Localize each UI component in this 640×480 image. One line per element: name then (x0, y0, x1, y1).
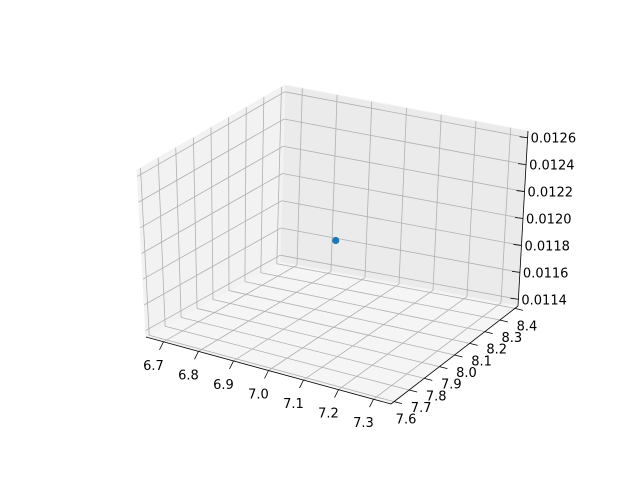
y-tick-label: 7.6 (396, 413, 417, 428)
axes-3d: 6.7 6.8 6.9 7.0 7.1 7.2 7.3 7.67.77.87.98.08.1… (136, 84, 577, 431)
y-grid-floor-6 (244, 281, 485, 333)
x-tick-label: 7.3 (353, 416, 374, 431)
z-tick-mark-4 (516, 190, 525, 192)
z-grid-back-5 (283, 118, 527, 166)
x-tick-label: 6.7 (143, 359, 164, 374)
z-tick-label: 0.0114 (521, 293, 567, 308)
y-grid-floor-1 (165, 325, 410, 391)
y-tick-label: 8.1 (471, 354, 492, 369)
z-tick-label: 0.0124 (529, 159, 575, 174)
z-grid-back-1 (280, 227, 520, 273)
z-grid-left-1 (144, 227, 282, 306)
grid-lines (137, 87, 528, 403)
z-tick-mark-0 (510, 297, 519, 300)
z-grid-left-0 (145, 254, 281, 331)
y-grid-floor-4 (212, 299, 455, 356)
x-tick-label: 6.8 (178, 368, 199, 383)
z-grid-back-3 (282, 173, 524, 219)
y-tick-mark-8 (514, 307, 524, 311)
y-grid-floor-7 (260, 272, 500, 321)
y-tick-label: 8.4 (517, 319, 538, 334)
z-ticks: 0.0114 0.0116 0.0118 0.0120 0.0122 0.0124 0.01… (510, 132, 577, 308)
y-grid-floor-3 (196, 308, 440, 368)
z-tick-mark-3 (514, 217, 524, 219)
z-grid-left-5 (138, 118, 285, 203)
scatter-point (332, 236, 340, 245)
y-grid-floor-2 (180, 316, 425, 379)
y-grid-floor-5 (228, 290, 470, 344)
y-tick-mark-0 (393, 401, 403, 405)
z-grid-left-3 (141, 173, 283, 254)
y-grid-floor-8 (276, 263, 516, 309)
z-tick-mark-6 (519, 136, 528, 139)
y-tick-mark-3 (439, 366, 448, 370)
y-tick-label: 7.7 (411, 401, 432, 416)
y-tick-mark-6 (484, 331, 493, 335)
z-grid-left-2 (142, 200, 282, 280)
y-tick-label: 8.3 (502, 331, 523, 346)
z-grid-left-6 (137, 91, 286, 177)
y-tick-mark-5 (469, 342, 478, 346)
z-tick-mark-5 (518, 163, 527, 166)
x-tick-mark-0 (159, 341, 164, 350)
z-grid-back-2 (281, 200, 522, 246)
y-grid-floor-0 (149, 334, 395, 403)
z-tick-label: 0.0118 (524, 239, 570, 254)
x-tick-mark-3 (264, 370, 269, 379)
y-tick-label: 7.9 (441, 378, 462, 393)
x-tick-mark-6 (369, 399, 374, 408)
x-tick-mark-4 (299, 379, 304, 389)
y-tick-mark-1 (409, 389, 418, 393)
z-tick-label: 0.0122 (528, 186, 574, 201)
z-grid-back-6 (284, 91, 528, 139)
z-tick-label: 0.0120 (526, 213, 572, 228)
y-tick-mark-2 (424, 377, 433, 381)
x-tick-mark-1 (194, 351, 199, 360)
z-tick-mark-1 (511, 270, 520, 273)
z-grid-back-0 (280, 254, 519, 300)
x-ticks: 6.7 6.8 6.9 7.0 7.1 7.2 7.3 (143, 341, 374, 431)
scatter-points (332, 236, 340, 245)
y-tick-label: 7.8 (426, 389, 447, 404)
z-grid-back-4 (283, 145, 525, 192)
x-tick-label: 7.0 (248, 388, 269, 403)
x-tick-label: 7.2 (318, 407, 339, 422)
y-ticks: 7.67.77.87.98.08.18.28.38.4 (393, 307, 538, 428)
x-tick-label: 7.1 (283, 397, 304, 412)
y-tick-mark-7 (499, 319, 508, 323)
x-tick-mark-5 (334, 389, 339, 398)
x-tick-mark-2 (229, 360, 234, 370)
z-tick-mark-2 (513, 244, 522, 246)
z-tick-label: 0.0116 (523, 266, 569, 281)
z-grid-left-4 (139, 145, 284, 229)
z-tick-label: 0.0126 (531, 132, 577, 147)
x-tick-label: 6.9 (213, 378, 234, 393)
y-tick-mark-4 (454, 354, 463, 358)
y-tick-label: 8.2 (486, 343, 507, 358)
y-tick-label: 8.0 (456, 366, 477, 381)
